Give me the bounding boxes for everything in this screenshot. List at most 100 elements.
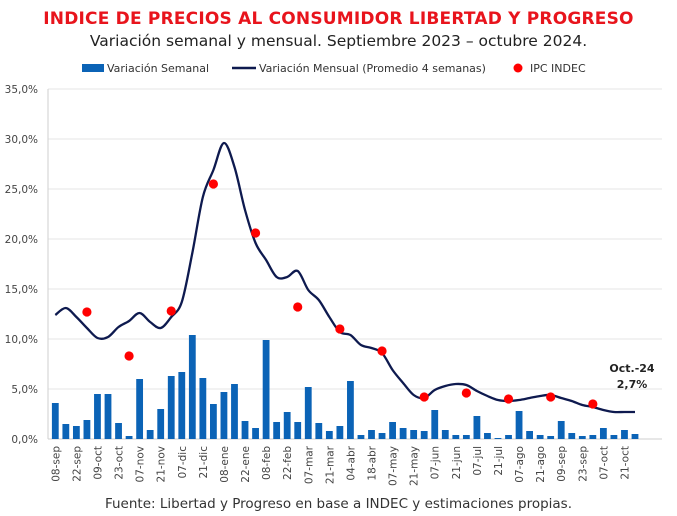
x-tick-label: 21-ago bbox=[535, 446, 547, 483]
bar bbox=[210, 404, 217, 439]
ipc-indec-point bbox=[82, 307, 92, 317]
bar bbox=[484, 433, 491, 439]
bar bbox=[199, 378, 207, 439]
y-tick-label: 15,0% bbox=[5, 284, 38, 296]
bar bbox=[610, 435, 618, 439]
legend-label-bar: Variación Semanal bbox=[107, 62, 209, 75]
bar bbox=[589, 435, 597, 439]
bar bbox=[315, 423, 323, 439]
x-tick-label: 08-ene bbox=[219, 446, 231, 483]
bar bbox=[578, 436, 586, 439]
bar bbox=[252, 428, 259, 439]
x-tick-label: 09-oct bbox=[92, 446, 104, 480]
x-tick-label: 07-mar bbox=[303, 445, 315, 484]
bar bbox=[304, 387, 312, 439]
bar bbox=[72, 426, 80, 439]
bar bbox=[125, 436, 133, 439]
bar bbox=[526, 431, 533, 439]
x-tick-label: 22-feb bbox=[282, 446, 294, 480]
legend-label-dot: IPC INDEC bbox=[530, 62, 586, 75]
x-tick-label: 07-may bbox=[388, 446, 400, 486]
y-tick-label: 35,0% bbox=[5, 84, 38, 96]
bar bbox=[399, 428, 407, 439]
x-tick-label: 07-oct bbox=[598, 446, 610, 480]
bar bbox=[220, 392, 228, 439]
x-tick-label: 21-mar bbox=[324, 445, 336, 484]
x-tick-label: 22-sep bbox=[71, 446, 83, 482]
monthly-average-line bbox=[54, 141, 635, 414]
bar bbox=[294, 422, 302, 439]
bar bbox=[410, 430, 418, 439]
ipc-indec-point bbox=[208, 179, 218, 189]
bar bbox=[83, 420, 91, 439]
legend-swatch-dot bbox=[513, 63, 523, 73]
bar bbox=[62, 424, 70, 439]
y-tick-label: 25,0% bbox=[5, 184, 38, 196]
bar bbox=[368, 430, 375, 439]
chart-title: INDICE DE PRECIOS AL CONSUMIDOR LIBERTAD… bbox=[43, 9, 634, 29]
y-tick-label: 30,0% bbox=[5, 134, 38, 146]
x-tick-label: 07-nov bbox=[135, 446, 147, 482]
bar bbox=[452, 435, 460, 439]
bar bbox=[94, 394, 101, 439]
y-tick-label: 20,0% bbox=[5, 234, 38, 246]
bar bbox=[568, 433, 576, 439]
x-tick-label: 21-dic bbox=[198, 446, 210, 479]
x-tick-label: 21-may bbox=[409, 446, 421, 486]
y-tick-label: 5,0% bbox=[11, 384, 38, 396]
bar bbox=[241, 421, 249, 439]
ipc-indec-point bbox=[588, 399, 598, 409]
bar bbox=[273, 422, 281, 439]
x-tick-label: 21-jun bbox=[451, 446, 463, 479]
annotation-value: 2,7% bbox=[617, 378, 648, 391]
bar bbox=[115, 423, 122, 439]
x-tick-label: 09-sep bbox=[556, 446, 568, 482]
ipc-indec-point bbox=[377, 346, 387, 356]
ipc-indec-point bbox=[166, 306, 176, 316]
bar bbox=[136, 379, 144, 439]
x-tick-label: 07-jun bbox=[430, 446, 442, 479]
ipc-indec-point bbox=[419, 392, 429, 402]
x-tick-label: 07-jul bbox=[472, 446, 484, 476]
legend: Variación Semanal Variación Mensual (Pro… bbox=[82, 62, 586, 75]
x-tick-label: 21-oct bbox=[619, 446, 631, 480]
ipc-indec-point bbox=[546, 392, 556, 402]
x-tick-label: 21-nov bbox=[156, 446, 168, 482]
ipc-indec-point bbox=[293, 302, 303, 312]
bar bbox=[420, 431, 428, 439]
bar bbox=[389, 422, 396, 439]
bar bbox=[547, 436, 555, 439]
bar bbox=[599, 428, 607, 439]
bar bbox=[378, 433, 386, 439]
bar bbox=[347, 381, 354, 439]
bar bbox=[157, 409, 165, 439]
bar bbox=[494, 438, 502, 439]
bar bbox=[336, 426, 344, 439]
bar bbox=[462, 435, 470, 439]
x-tick-label: 04-abr bbox=[345, 445, 357, 480]
annotation-label: Oct.-24 bbox=[609, 362, 655, 375]
ipc-indec-point bbox=[461, 388, 471, 398]
x-tick-label: 23-oct bbox=[114, 446, 126, 480]
ipc-indec-point bbox=[124, 351, 134, 361]
bar bbox=[431, 410, 439, 439]
x-tick-label: 07-ago bbox=[514, 446, 526, 483]
ipc-indec-point bbox=[250, 228, 261, 238]
x-tick-label: 22-ene bbox=[240, 446, 252, 483]
bar bbox=[515, 411, 523, 439]
bar bbox=[262, 340, 270, 439]
bar bbox=[621, 430, 628, 439]
bar bbox=[51, 403, 59, 439]
legend-swatch-bar bbox=[82, 64, 104, 72]
bar bbox=[473, 416, 481, 439]
y-tick-label: 10,0% bbox=[5, 334, 38, 346]
bar bbox=[231, 384, 238, 439]
source-note: Fuente: Libertad y Progreso en base a IN… bbox=[104, 496, 573, 512]
x-tick-label: 18-abr bbox=[367, 445, 379, 480]
bar bbox=[505, 435, 512, 439]
bar bbox=[104, 394, 112, 439]
ipc-indec-point bbox=[335, 324, 345, 334]
bar bbox=[178, 372, 186, 439]
bar bbox=[557, 421, 565, 439]
bar bbox=[536, 435, 544, 439]
